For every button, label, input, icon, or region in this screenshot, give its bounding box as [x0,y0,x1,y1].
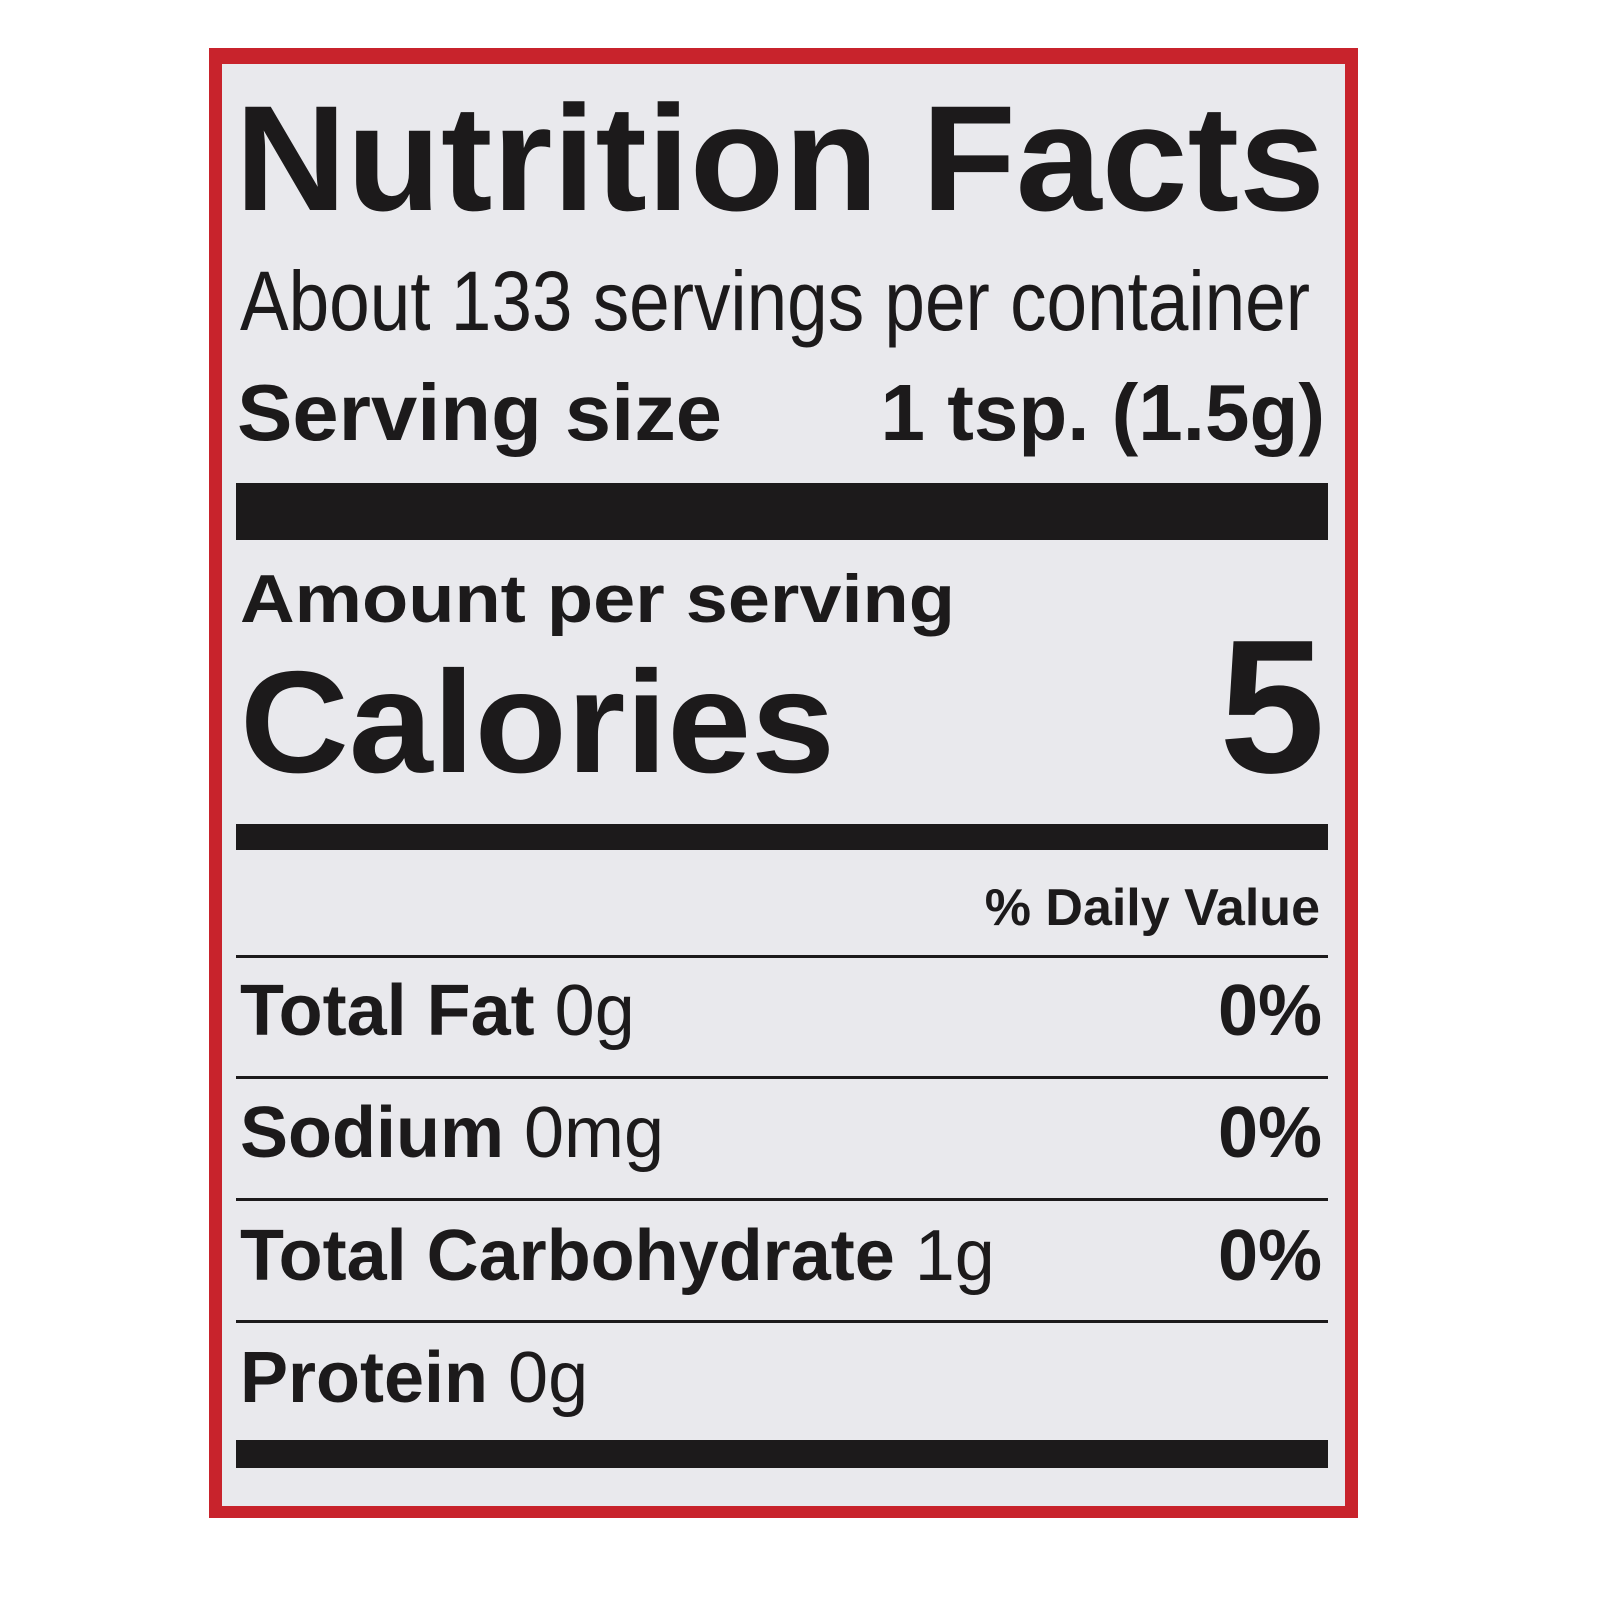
nutrient-amount: 0g [508,1338,588,1418]
nutrient-name: Sodium [240,1093,504,1173]
nutrient-daily-value: 0% [1218,971,1322,1051]
nutrient-name: Total Carbohydrate [240,1216,895,1296]
thin-rule [236,1076,1328,1079]
nutrient-daily-value: 0% [1218,1216,1322,1296]
calories-label: Calories [240,641,835,803]
nutrient-row: Protein 0g [240,1338,588,1418]
thick-rule [236,483,1328,540]
title: Nutrition Facts [235,74,1325,242]
servings: About 133 servings per container [240,254,1310,348]
thin-rule [236,1198,1328,1201]
nutrient-name: Protein [240,1338,488,1418]
nutrient-name: Total Fat [240,971,535,1051]
thin-rule [236,955,1328,958]
bottom-rule [236,1440,1328,1468]
nutrient-row: Total Fat 0g [240,971,635,1051]
nutrient-row: Sodium 0mg [240,1093,664,1173]
thin-rule [236,1320,1328,1323]
serving-size-value: 1 tsp. (1.5g) [880,368,1325,457]
nutrient-daily-value: 0% [1218,1093,1322,1173]
amount-per-serving: Amount per serving [240,561,955,637]
daily-value-header: % Daily Value [985,879,1320,937]
nutrient-amount: 0g [555,971,635,1051]
serving-size-label: Serving size [237,368,722,457]
nutrient-amount: 0mg [524,1093,664,1173]
calories-value: 5 [1219,601,1325,813]
nutrient-row: Total Carbohydrate 1g [240,1216,995,1296]
label-panel [222,64,1345,1506]
medium-rule [236,824,1328,850]
nutrient-amount: 1g [915,1216,995,1296]
